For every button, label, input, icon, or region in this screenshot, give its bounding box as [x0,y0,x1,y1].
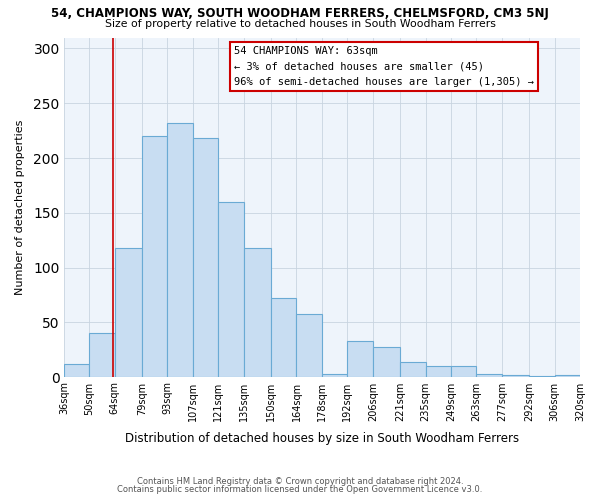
Bar [400,362,425,377]
Bar [451,366,476,377]
Text: 54 CHAMPIONS WAY: 63sqm
← 3% of detached houses are smaller (45)
96% of semi-det: 54 CHAMPIONS WAY: 63sqm ← 3% of detached… [234,46,534,87]
Text: 54, CHAMPIONS WAY, SOUTH WOODHAM FERRERS, CHELMSFORD, CM3 5NJ: 54, CHAMPIONS WAY, SOUTH WOODHAM FERRERS… [51,8,549,20]
X-axis label: Distribution of detached houses by size in South Woodham Ferrers: Distribution of detached houses by size … [125,432,519,445]
Bar [142,136,167,377]
Bar [502,375,529,377]
Bar [115,248,142,377]
Bar [425,366,451,377]
Bar [271,298,296,377]
Text: Contains public sector information licensed under the Open Government Licence v3: Contains public sector information licen… [118,485,482,494]
Bar [89,334,115,377]
Y-axis label: Number of detached properties: Number of detached properties [15,120,25,295]
Bar [322,374,347,377]
Bar [373,346,400,377]
Bar [193,138,218,377]
Text: Contains HM Land Registry data © Crown copyright and database right 2024.: Contains HM Land Registry data © Crown c… [137,477,463,486]
Bar [347,341,373,377]
Text: Size of property relative to detached houses in South Woodham Ferrers: Size of property relative to detached ho… [104,19,496,29]
Bar [218,202,244,377]
Bar [244,248,271,377]
Bar [64,364,89,377]
Bar [167,123,193,377]
Bar [476,374,502,377]
Bar [296,314,322,377]
Bar [529,376,554,377]
Bar [554,375,580,377]
